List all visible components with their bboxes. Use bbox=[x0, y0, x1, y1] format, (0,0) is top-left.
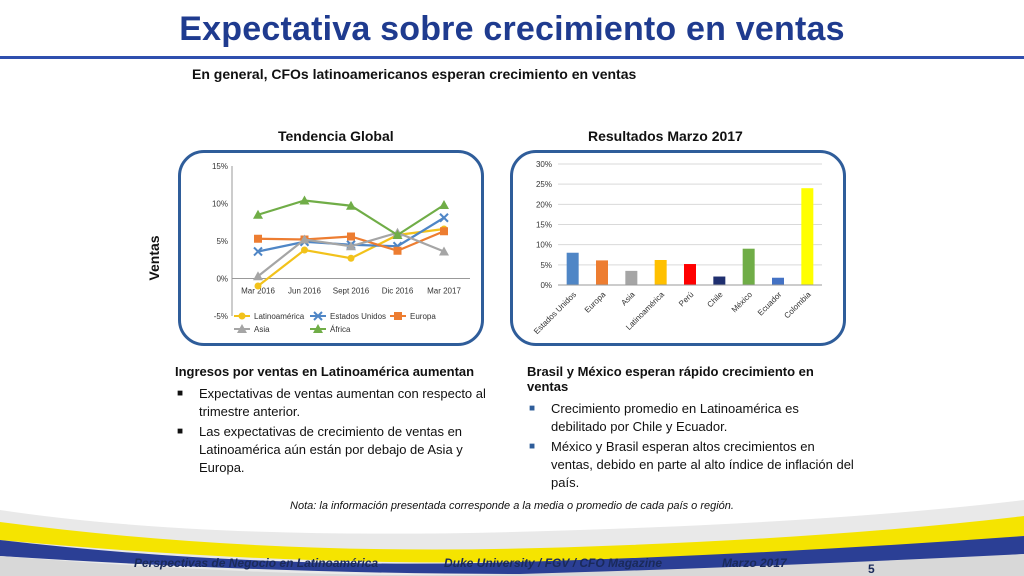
x-tick-label: Perú bbox=[677, 290, 695, 308]
data-point-europa bbox=[254, 234, 262, 243]
y-tick-label: -5% bbox=[214, 312, 228, 321]
bar-peru bbox=[684, 264, 696, 285]
list-item: ■ Crecimiento promedio en Latinoamérica e… bbox=[527, 400, 857, 436]
x-tick-label: Mar 2017 bbox=[427, 287, 461, 296]
data-point-estados-unidos bbox=[439, 213, 449, 223]
bar-latinoamerica bbox=[654, 259, 667, 285]
title-divider bbox=[0, 56, 1024, 59]
y-tick-label: 15% bbox=[212, 162, 228, 171]
decorative-wave bbox=[0, 500, 1024, 576]
x-tick-label: Sept 2016 bbox=[333, 287, 370, 296]
list-item: ■ México y Brasil esperan altos crecimien… bbox=[527, 438, 857, 492]
bar-ecuador bbox=[772, 277, 784, 285]
legend-label: Latinoamérica bbox=[254, 312, 305, 321]
right-section: Brasil y México esperan rápido crecimien… bbox=[527, 364, 857, 494]
legend-marker bbox=[238, 312, 246, 320]
bullet-icon: ■ bbox=[177, 426, 184, 437]
bullet-text: Expectativas de ventas aumentan con resp… bbox=[199, 386, 486, 419]
x-tick-label: Dic 2016 bbox=[382, 287, 414, 296]
x-tick-label: Mar 2016 bbox=[241, 287, 275, 296]
data-point-africa bbox=[346, 200, 356, 210]
x-tick-label: Ecuador bbox=[756, 290, 784, 318]
bar-chart-frame bbox=[510, 150, 846, 346]
left-section: Ingresos por ventas en Latinoamérica aum… bbox=[175, 364, 495, 479]
x-tick-label: Estados Unidos bbox=[532, 290, 578, 336]
left-bullet-list: ■ Expectativas de ventas aumentan con res… bbox=[175, 385, 495, 477]
x-tick-label: Colombia bbox=[782, 290, 813, 321]
data-point-asia bbox=[439, 246, 449, 256]
legend-marker bbox=[237, 324, 247, 333]
legend-label: Asia bbox=[254, 325, 270, 334]
y-tick-label: 20% bbox=[536, 200, 552, 209]
x-tick-label: Jun 2016 bbox=[288, 287, 321, 296]
bar-chart-title: Resultados Marzo 2017 bbox=[588, 128, 743, 144]
page-number: 5 bbox=[868, 562, 875, 576]
x-tick-label: Europa bbox=[583, 290, 608, 315]
data-point-latinoamerica bbox=[347, 254, 355, 262]
data-point-asia bbox=[253, 271, 263, 281]
y-tick-label: 5% bbox=[216, 237, 228, 246]
bullet-icon: ■ bbox=[529, 403, 536, 414]
footer-left: Perspectivas de Negocio en Latinoamérica bbox=[134, 556, 379, 570]
data-point-estados-unidos bbox=[253, 246, 263, 257]
y-tick-label: 15% bbox=[536, 221, 552, 230]
legend-marker bbox=[394, 312, 402, 320]
bar-mexico bbox=[742, 248, 755, 285]
list-item: ■ Expectativas de ventas aumentan con res… bbox=[175, 385, 495, 421]
bullet-icon: ■ bbox=[529, 441, 536, 452]
data-point-asia bbox=[346, 241, 356, 251]
bar-europa bbox=[596, 260, 608, 285]
x-tick-label: Asia bbox=[619, 290, 637, 308]
left-section-heading: Ingresos por ventas en Latinoamérica aum… bbox=[175, 364, 475, 379]
x-tick-label: México bbox=[730, 290, 755, 315]
footnote: Nota: la información presentada correspo… bbox=[290, 500, 734, 512]
footer-center: Duke University / FGV / CFO Magazine bbox=[444, 556, 663, 570]
bar-chart: 30% 25% 20% 15% 10% 5% 0%Estados Unidos Europa A… bbox=[532, 160, 822, 336]
y-tick-label: 30% bbox=[536, 160, 552, 169]
ventas-label: Ventas bbox=[146, 235, 162, 281]
y-tick-label: 0% bbox=[216, 275, 228, 284]
line-chart-title: Tendencia Global bbox=[278, 128, 394, 144]
bar-colombia bbox=[801, 188, 814, 285]
y-tick-label: 0% bbox=[540, 281, 552, 290]
data-point-latinoamerica bbox=[254, 282, 262, 290]
data-point-africa bbox=[253, 209, 263, 219]
right-bullet-list: ■ Crecimiento promedio en Latinoamérica e… bbox=[527, 400, 857, 492]
y-tick-label: 10% bbox=[536, 241, 552, 250]
bar-asia bbox=[625, 270, 638, 285]
legend-label: África bbox=[330, 325, 351, 334]
bar-estados-unidos bbox=[566, 252, 579, 285]
footer-date: Marzo 2017 bbox=[722, 556, 787, 570]
legend-marker bbox=[313, 311, 323, 321]
y-tick-label: 25% bbox=[536, 180, 552, 189]
data-point-asia bbox=[299, 234, 310, 244]
y-tick-label: 5% bbox=[540, 261, 552, 270]
bullet-icon: ■ bbox=[177, 388, 184, 399]
x-tick-label: Chile bbox=[705, 290, 725, 310]
legend-marker bbox=[313, 324, 323, 333]
y-tick-label: 10% bbox=[212, 200, 228, 209]
data-point-latinoamerica bbox=[301, 246, 308, 254]
bullet-text: México y Brasil esperan altos crecimient… bbox=[551, 439, 854, 490]
legend-label: Estados Unidos bbox=[330, 312, 386, 321]
line-chart: 15% 10% 5% 0% -5% Mar 2016 Jun 2016 Sept 2016 Di… bbox=[212, 162, 470, 334]
data-point-europa bbox=[347, 232, 355, 241]
slide-subtitle: En general, CFOs latinoamericanos espera… bbox=[192, 66, 637, 82]
data-point-africa bbox=[299, 195, 310, 205]
bullet-text: Crecimiento promedio en Latinoamérica es… bbox=[551, 401, 799, 434]
bullet-text: Las expectativas de crecimiento de venta… bbox=[199, 424, 463, 475]
data-point-europa bbox=[393, 246, 402, 255]
legend-label: Europa bbox=[410, 312, 436, 321]
list-item: ■ Las expectativas de crecimiento de vent… bbox=[175, 423, 495, 477]
data-point-europa bbox=[440, 227, 448, 236]
slide-title: Expectativa sobre crecimiento en ventas bbox=[179, 10, 845, 48]
data-point-africa bbox=[439, 200, 449, 209]
bar-chile bbox=[713, 276, 726, 285]
right-section-heading: Brasil y México esperan rápido crecimien… bbox=[527, 364, 814, 394]
data-point-africa bbox=[392, 230, 403, 239]
